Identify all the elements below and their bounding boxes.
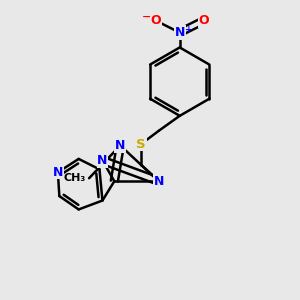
Text: −: −: [142, 12, 152, 22]
Text: N: N: [97, 154, 108, 167]
Text: N: N: [53, 166, 63, 179]
Text: N: N: [175, 26, 185, 39]
Text: S: S: [136, 138, 146, 151]
Text: N: N: [115, 139, 125, 152]
Text: O: O: [198, 14, 209, 27]
Text: +: +: [185, 25, 193, 34]
Text: O: O: [151, 14, 161, 27]
Text: N: N: [154, 175, 164, 188]
Text: CH₃: CH₃: [64, 173, 86, 183]
